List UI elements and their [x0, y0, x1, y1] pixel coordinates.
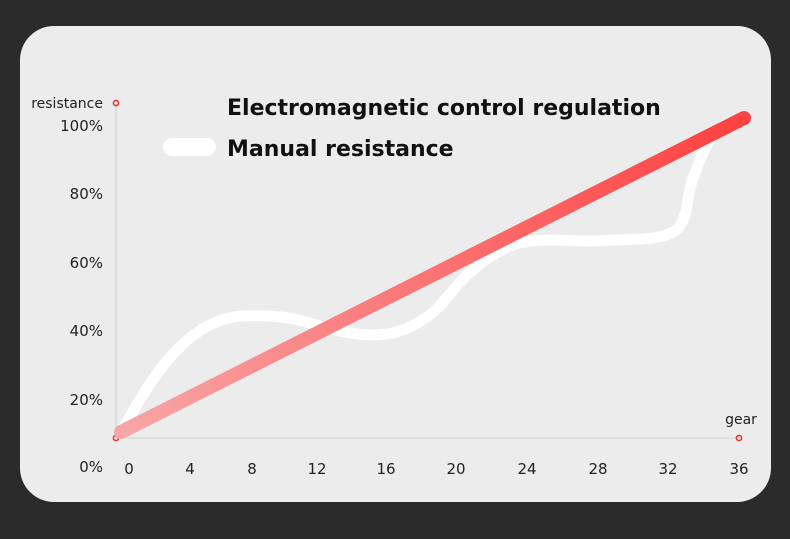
y-tick-label: 40% — [70, 322, 103, 340]
y-tick-labels: 0% 20% 40% 60% 80% 100% — [60, 117, 103, 476]
y-axis-end-marker — [112, 99, 120, 107]
x-tick-label: 32 — [658, 460, 677, 478]
x-tick-label: 4 — [185, 460, 195, 478]
series-line-manual-resistance — [115, 115, 750, 438]
x-tick-label: 0 — [124, 460, 134, 478]
y-axis-title: resistance — [31, 96, 103, 112]
legend-label-manual: Manual resistance — [227, 137, 454, 162]
x-tick-label: 16 — [376, 460, 395, 478]
x-axis-title: gear — [725, 412, 757, 428]
x-tick-label: 36 — [729, 460, 748, 478]
y-tick-label: 80% — [70, 185, 103, 203]
x-tick-label: 12 — [307, 460, 326, 478]
series-line-electromagnetic — [114, 111, 751, 439]
x-tick-labels: 0 4 8 12 16 20 24 28 32 36 — [124, 460, 748, 478]
y-tick-label: 100% — [60, 117, 103, 135]
x-tick-label: 24 — [517, 460, 536, 478]
x-tick-label: 20 — [446, 460, 465, 478]
y-tick-label: 20% — [70, 391, 103, 409]
y-tick-label: 60% — [70, 254, 103, 272]
x-tick-label: 8 — [247, 460, 257, 478]
legend-label-electromagnetic: Electromagnetic control regulation — [227, 96, 661, 121]
y-tick-label: 0% — [79, 458, 103, 476]
x-tick-label: 28 — [588, 460, 607, 478]
series-layer — [114, 111, 751, 439]
x-axis-end-marker — [735, 434, 743, 442]
